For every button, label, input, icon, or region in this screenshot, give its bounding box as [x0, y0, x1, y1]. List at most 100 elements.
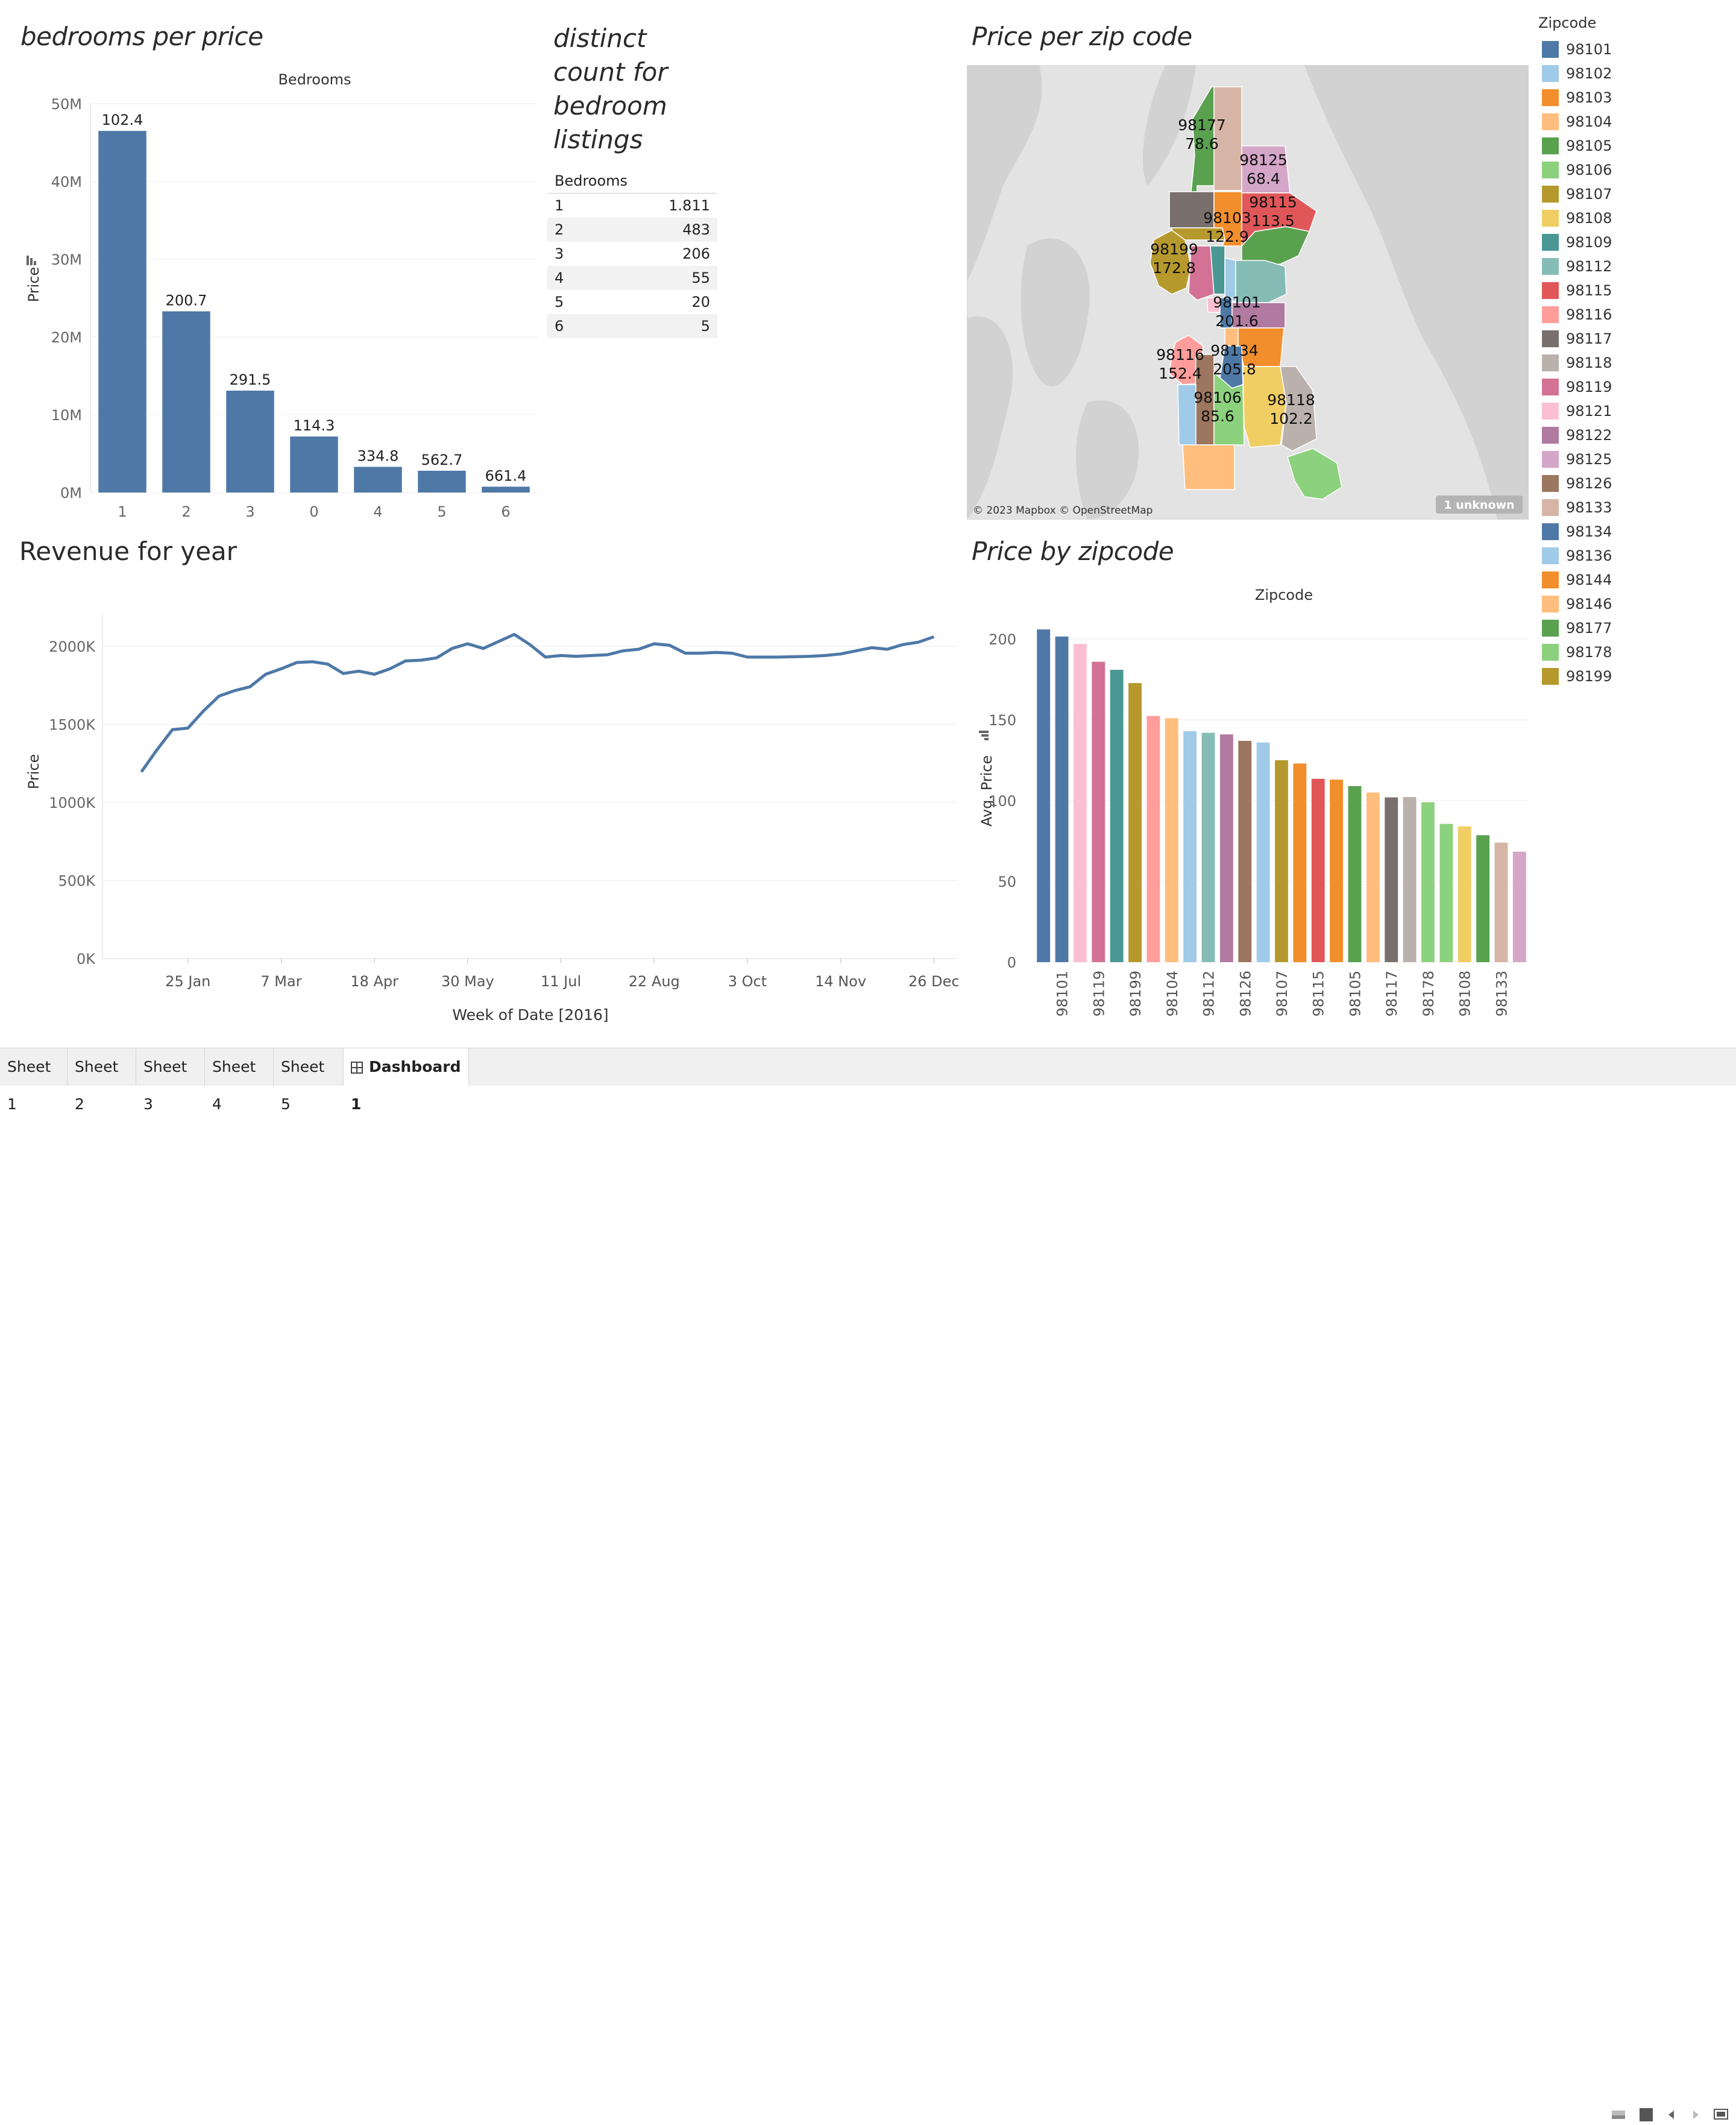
tab-sheet-5[interactable]: Sheet 5	[274, 1048, 344, 1113]
bar[interactable]	[1073, 644, 1087, 962]
table-row[interactable]: 5 20	[547, 290, 717, 314]
table-row[interactable]: 1 1.811	[547, 194, 717, 218]
presentation-mode-icon[interactable]	[1713, 2107, 1729, 2123]
legend-item[interactable]: 98104	[1538, 110, 1612, 134]
bar[interactable]	[482, 486, 530, 493]
show-sheets-icon[interactable]	[1611, 2107, 1626, 2123]
y-tick-label: 20M	[51, 329, 82, 346]
zipcode-bar-chart[interactable]: Zipcode Avg. Price 0 50 100 150 200 98101 9811…	[964, 579, 1531, 1037]
map-attribution[interactable]: © 2023 Mapbox © OpenStreetMap	[973, 505, 1153, 517]
legend-item[interactable]: 98112	[1538, 254, 1612, 279]
tab-sheet-2[interactable]: Sheet 2	[68, 1048, 136, 1113]
region-98178[interactable]	[1287, 448, 1342, 500]
region-98119[interactable]	[1188, 245, 1215, 301]
bar[interactable]	[1238, 740, 1252, 962]
legend-item[interactable]: 98121	[1538, 399, 1612, 423]
legend-item[interactable]: 98101	[1538, 37, 1612, 61]
unknown-badge[interactable]: 1 unknown	[1436, 496, 1523, 514]
legend-item[interactable]: 98119	[1538, 375, 1612, 399]
tab-sheet-3[interactable]: Sheet 3	[136, 1048, 205, 1113]
legend-item[interactable]: 98122	[1538, 423, 1612, 447]
region-98118[interactable]	[1280, 366, 1317, 452]
zipcode-legend[interactable]: Zipcode 98101 98102 98103 98104 98105 98106 98…	[1538, 14, 1612, 688]
next-sheet-icon[interactable]	[1688, 2107, 1703, 2123]
region-98122[interactable]	[1231, 302, 1286, 329]
bar[interactable]	[1439, 823, 1453, 962]
legend-item[interactable]: 98106	[1538, 158, 1612, 182]
bar[interactable]	[1330, 779, 1344, 962]
region-98116[interactable]	[1169, 335, 1204, 385]
bar[interactable]	[1385, 797, 1398, 962]
legend-item[interactable]: 98116	[1538, 303, 1612, 327]
bar[interactable]	[1256, 742, 1270, 962]
bar[interactable]	[1476, 835, 1490, 962]
legend-item[interactable]: 98177	[1538, 616, 1612, 640]
legend-item[interactable]: 98103	[1538, 86, 1612, 110]
tab-dashboard-1[interactable]: Dashboard 1	[344, 1048, 469, 1113]
bar[interactable]	[1055, 636, 1069, 962]
legend-item[interactable]: 98146	[1538, 592, 1612, 616]
bar[interactable]	[1458, 826, 1471, 962]
legend-item[interactable]: 98105	[1538, 134, 1612, 158]
bar[interactable]	[1146, 716, 1160, 962]
table-row[interactable]: 4 55	[547, 266, 717, 290]
revenue-line[interactable]	[140, 632, 935, 773]
legend-swatch	[1542, 234, 1559, 251]
legend-item[interactable]: 98126	[1538, 471, 1612, 496]
bar[interactable]	[1219, 734, 1233, 962]
bar[interactable]	[1128, 683, 1142, 962]
region-98199[interactable]	[1149, 230, 1192, 295]
legend-item[interactable]: 98144	[1538, 568, 1612, 592]
legend-item[interactable]: 98107	[1538, 182, 1612, 206]
legend-item[interactable]: 98117	[1538, 327, 1612, 351]
bar[interactable]	[354, 467, 402, 493]
legend-item[interactable]: 98118	[1538, 351, 1612, 375]
legend-item[interactable]: 98108	[1538, 206, 1612, 230]
bar[interactable]	[1348, 785, 1362, 962]
legend-item[interactable]: 98133	[1538, 496, 1612, 520]
bar[interactable]	[1512, 851, 1526, 962]
bar[interactable]	[226, 391, 274, 493]
bar[interactable]	[290, 436, 338, 493]
bar[interactable]	[1092, 661, 1105, 962]
tab-sheet-4[interactable]: Sheet 4	[205, 1048, 274, 1113]
bar[interactable]	[162, 311, 210, 493]
bar[interactable]	[1275, 760, 1288, 962]
tab-sheet-1[interactable]: Sheet 1	[0, 1048, 68, 1113]
revenue-line-chart[interactable]: Price Week of Date [2016] 0K 500K 1000K 150…	[0, 591, 964, 1037]
bedrooms-bar-chart[interactable]: Bedrooms Price 102.4 200.7 291.5 114.3 334.8…	[0, 60, 542, 524]
table-row[interactable]: 2 483	[547, 218, 717, 242]
zip-regions[interactable]	[1149, 86, 1342, 500]
bar[interactable]	[1403, 797, 1417, 962]
bar[interactable]	[1366, 792, 1380, 962]
region-98146[interactable]	[1182, 444, 1235, 490]
bar[interactable]	[1494, 842, 1508, 962]
prev-sheet-icon[interactable]	[1664, 2107, 1679, 2123]
bar[interactable]	[1311, 778, 1325, 962]
bar[interactable]	[1201, 732, 1215, 962]
bar[interactable]	[1293, 763, 1307, 962]
legend-item[interactable]: 98109	[1538, 230, 1612, 254]
legend-item[interactable]: 98178	[1538, 640, 1612, 664]
filmstrip-icon[interactable]	[1638, 2107, 1654, 2123]
zipcode-map[interactable]: 98177 78.6 98125 68.4 98115 113.5 98103 …	[967, 65, 1529, 520]
bar[interactable]	[1165, 718, 1178, 962]
sort-icon[interactable]	[27, 256, 36, 265]
bar[interactable]	[1421, 802, 1435, 962]
sort-icon[interactable]	[979, 731, 989, 740]
legend-item[interactable]: 98102	[1538, 61, 1612, 86]
legend-label: 98178	[1566, 644, 1612, 661]
bar[interactable]	[98, 131, 146, 493]
legend-item[interactable]: 98125	[1538, 447, 1612, 471]
bar[interactable]	[418, 470, 466, 493]
legend-item[interactable]: 98136	[1538, 544, 1612, 568]
legend-item[interactable]: 98199	[1538, 664, 1612, 688]
table-row[interactable]: 3 206	[547, 242, 717, 266]
bar[interactable]	[1037, 629, 1051, 962]
region-98105[interactable]	[1241, 226, 1310, 266]
legend-item[interactable]: 98134	[1538, 520, 1612, 544]
bar[interactable]	[1183, 731, 1197, 962]
legend-item[interactable]: 98115	[1538, 279, 1612, 303]
bar[interactable]	[1110, 670, 1124, 962]
